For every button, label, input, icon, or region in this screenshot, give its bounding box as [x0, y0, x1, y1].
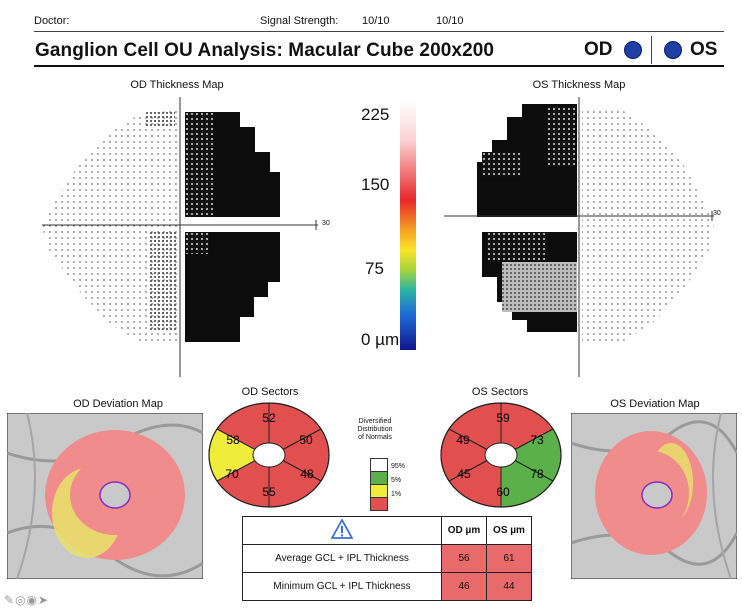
legend-swatch-white — [370, 458, 388, 472]
eye-divider — [651, 36, 652, 64]
thickness-table: OD µm OS µm Average GCL + IPL Thickness … — [242, 516, 532, 601]
od-thickness-title: OD Thickness Map — [130, 79, 224, 91]
table-col-od: OD µm — [441, 516, 487, 545]
legend-label-5: 5% — [391, 477, 402, 484]
legend-label-1: 1% — [391, 491, 402, 498]
warning-triangle-icon — [330, 518, 354, 539]
legend-title-line-3: of Normals — [358, 434, 392, 441]
od-eye-icon — [624, 41, 642, 59]
os-sector-top-right-value: 73 — [530, 433, 544, 447]
scale-label-75: 75 — [365, 259, 384, 278]
os-label: OS — [690, 39, 718, 60]
od-label: OD — [584, 39, 613, 60]
os-thickness-title: OS Thickness Map — [532, 79, 626, 91]
zoom-icon[interactable]: ◎ — [15, 593, 27, 607]
od-axis-label: 30 — [322, 220, 330, 227]
os-sector-bottom-left-value: 45 — [457, 467, 471, 481]
header-rule — [34, 31, 724, 32]
table-row-od-value: 46 — [441, 572, 487, 601]
scale-label-150: 150 — [361, 175, 390, 194]
legend-title: Diversified Distribution of Normals — [343, 418, 407, 442]
legend-title-line-1: Diversified — [358, 418, 392, 425]
legend-title-line-2: Distribution — [357, 426, 393, 433]
os-eye-icon — [664, 41, 682, 59]
od-sector-bottom-value: 55 — [262, 485, 276, 499]
signal-strength-label: Signal Strength: — [260, 15, 339, 27]
table-row-label: Average GCL + IPL Thickness — [242, 544, 442, 573]
page-title: Ganglion Cell OU Analysis: Macular Cube … — [35, 40, 495, 61]
od-sector-top-left-value: 58 — [226, 433, 240, 447]
od-sector-bottom-left-value: 70 — [225, 467, 239, 481]
signal-os-value: 10/10 — [436, 15, 464, 27]
table-header-row: OD µm OS µm — [242, 516, 532, 545]
od-deviation-title: OD Deviation Map — [73, 398, 163, 410]
table-warning-cell — [242, 516, 442, 545]
os-deviation-map — [571, 413, 737, 579]
od-sector-bottom-right-value: 48 — [300, 467, 314, 481]
table-row-od-value: 56 — [441, 544, 487, 573]
table-col-os: OS µm — [486, 516, 532, 545]
od-thickness-map — [42, 97, 318, 377]
od-deviation-map — [7, 413, 203, 579]
os-axis-label: 30 — [713, 210, 721, 217]
os-sectors-chart: 59 73 78 60 45 49 — [440, 402, 562, 508]
os-sector-top-left-value: 49 — [456, 433, 470, 447]
table-row-os-value: 61 — [486, 544, 532, 573]
doctor-label: Doctor: — [34, 15, 70, 27]
table-row: Average GCL + IPL Thickness 56 61 — [242, 544, 532, 573]
table-row-label: Minimum GCL + IPL Thickness — [242, 572, 442, 601]
legend-swatch-green — [370, 471, 388, 485]
more-icon[interactable]: ◉ — [26, 593, 39, 607]
pencil-icon[interactable]: ✎ — [4, 593, 16, 607]
scale-label-0: 0 µm — [361, 330, 400, 349]
legend-swatch-red — [370, 497, 388, 511]
os-sector-top-value: 59 — [496, 411, 510, 425]
viewer-toolbar: ✎◎◉➤ — [4, 593, 49, 607]
os-sector-bottom-value: 60 — [496, 485, 510, 499]
signal-od-value: 10/10 — [362, 15, 390, 27]
table-row-os-value: 44 — [486, 572, 532, 601]
od-sector-top-value: 52 — [262, 411, 276, 425]
thickness-color-scale — [400, 100, 416, 350]
legend-swatch-yellow — [370, 484, 388, 498]
os-sector-bottom-right-value: 78 — [530, 467, 544, 481]
legend-label-95: 95% — [391, 463, 406, 470]
title-rule — [34, 65, 724, 67]
od-sector-top-right-value: 50 — [299, 433, 313, 447]
scale-label-225: 225 — [361, 105, 390, 124]
os-deviation-title: OS Deviation Map — [610, 398, 700, 410]
od-sectors-chart: 52 50 48 55 70 58 — [208, 402, 330, 508]
os-thickness-map — [444, 97, 714, 377]
arrow-right-icon[interactable]: ➤ — [38, 593, 50, 607]
od-sectors-title: OD Sectors — [241, 386, 299, 398]
os-sectors-title: OS Sectors — [471, 386, 529, 398]
table-row: Minimum GCL + IPL Thickness 46 44 — [242, 572, 532, 601]
